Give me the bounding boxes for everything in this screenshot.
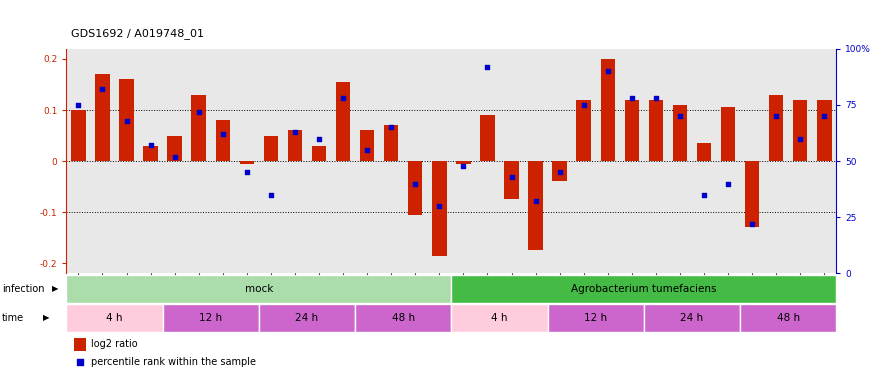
Bar [451,304,548,332]
Bar [119,80,134,161]
Bar [643,304,740,332]
Bar [576,100,591,161]
Text: percentile rank within the sample: percentile rank within the sample [91,357,256,367]
Point [143,142,158,148]
Point [649,95,663,101]
Point [673,113,687,119]
Point [167,154,181,160]
Point [793,136,807,142]
Point [552,169,566,175]
Point [312,136,326,142]
Bar [216,120,230,161]
Text: 12 h: 12 h [584,313,607,323]
Text: 24 h: 24 h [681,313,704,323]
Bar [264,135,278,161]
Bar [66,274,451,303]
Point [721,180,735,186]
Point [769,113,783,119]
Text: time: time [2,313,24,323]
Point [625,95,639,101]
Bar [528,161,543,250]
Point [408,180,422,186]
Bar [288,130,302,161]
Text: ▶: ▶ [52,284,58,293]
Bar [96,74,110,161]
Bar [240,161,254,164]
Text: infection: infection [2,284,44,294]
Bar [384,125,398,161]
Bar [258,304,355,332]
Text: Agrobacterium tumefaciens: Agrobacterium tumefaciens [571,284,717,294]
Text: 4 h: 4 h [106,313,123,323]
Bar [548,304,643,332]
Bar [504,161,519,200]
Bar [817,100,832,161]
Bar [745,161,759,227]
Point [745,221,759,227]
Bar [335,82,350,161]
Bar [793,100,807,161]
Text: 48 h: 48 h [777,313,800,323]
Point [504,174,519,180]
Point [72,102,86,108]
Bar [408,161,422,214]
Bar [769,95,783,161]
Point [817,113,831,119]
Bar [167,135,182,161]
Bar [673,105,687,161]
Point [696,192,711,198]
Point [528,198,543,204]
Point [96,86,110,92]
Bar [355,304,451,332]
Bar [481,115,495,161]
Bar [456,161,471,164]
Bar [649,100,663,161]
Text: 4 h: 4 h [491,313,508,323]
Bar [740,304,836,332]
Bar [312,146,327,161]
Bar [71,110,86,161]
Text: ▶: ▶ [43,314,50,322]
Point [432,203,446,209]
Bar [696,143,712,161]
Text: GDS1692 / A019748_01: GDS1692 / A019748_01 [71,28,204,39]
Point [360,147,374,153]
Point [192,109,206,115]
Text: 12 h: 12 h [199,313,222,323]
Point [240,169,254,175]
Text: 24 h: 24 h [296,313,319,323]
Bar [451,274,836,303]
Text: log2 ratio: log2 ratio [91,339,138,349]
Bar [143,146,158,161]
Bar [360,130,374,161]
Point [601,68,615,74]
Bar [432,161,447,255]
Bar [191,95,206,161]
Text: mock: mock [244,284,273,294]
Bar [74,338,86,351]
Point [264,192,278,198]
Point [216,131,230,137]
Bar [66,304,163,332]
Point [577,102,591,108]
Bar [163,304,258,332]
Bar [601,59,615,161]
Point [336,95,350,101]
Point [119,118,134,124]
Point [288,129,302,135]
Point [384,124,398,130]
Bar [552,161,566,182]
Text: 48 h: 48 h [392,313,415,323]
Point [481,64,495,70]
Bar [720,108,735,161]
Point [457,162,471,168]
Point [73,359,88,365]
Bar [625,100,639,161]
